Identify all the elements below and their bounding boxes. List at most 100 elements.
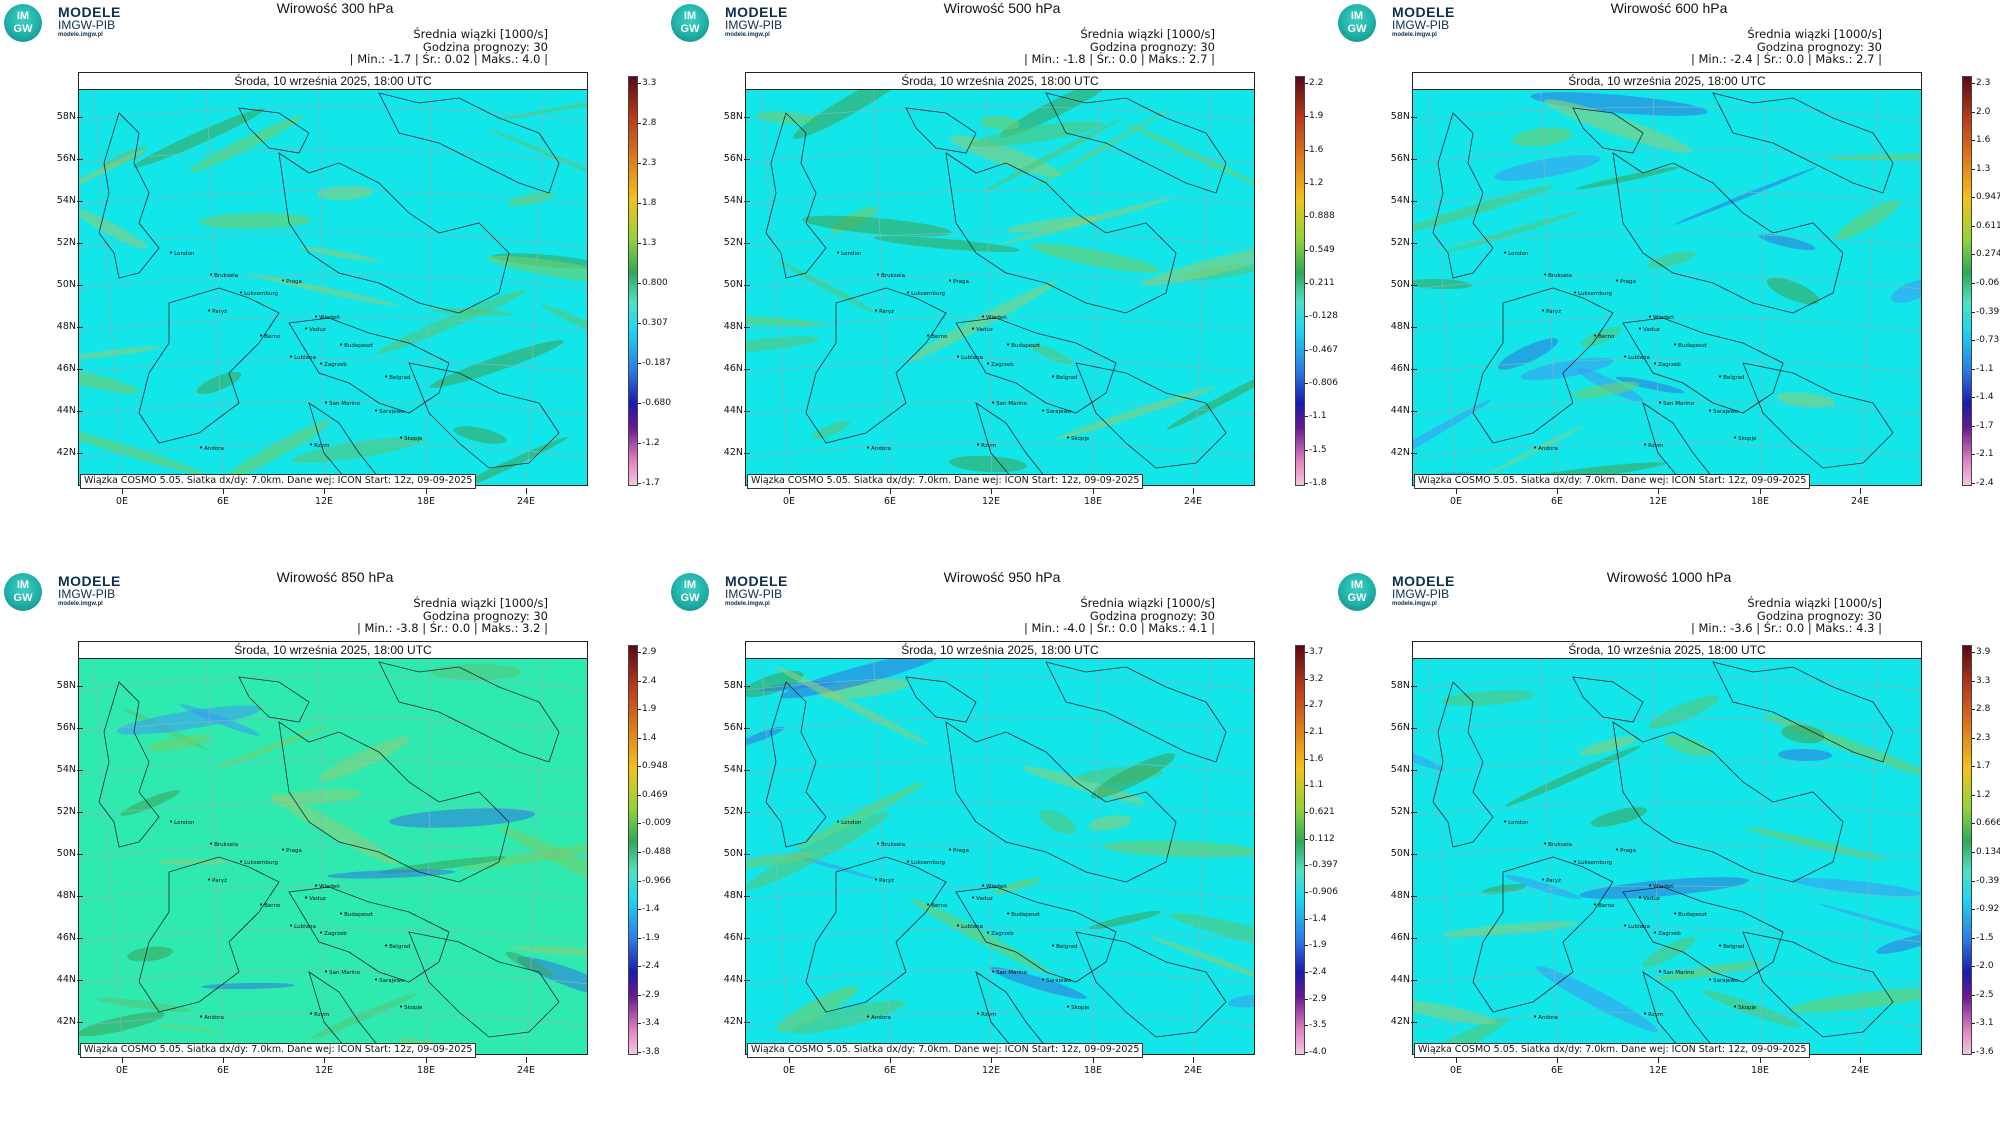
latitude-line	[746, 232, 1254, 248]
valid-date: Środa, 10 września 2025, 18:00 UTC	[78, 72, 588, 90]
vorticity-streak	[1441, 690, 1535, 706]
country-border	[805, 287, 947, 444]
vorticity-streak	[1039, 809, 1077, 835]
model-footer: Wiązka COSMO 5.05. Siatka dx/dy: 7.0km. …	[747, 1043, 1144, 1058]
latitude-line	[1413, 675, 1921, 691]
latitude-line	[746, 106, 1254, 122]
vorticity-streak	[97, 997, 193, 1013]
longitude-label: 0E	[774, 1057, 804, 1076]
city-label: Rzym	[1643, 1010, 1663, 1018]
city-label: San Marino	[1658, 968, 1694, 976]
latitude-line	[746, 801, 1254, 817]
latitude-label: 56N	[1382, 153, 1417, 164]
vorticity-streak	[1758, 233, 1816, 251]
colorbar-tick: -1.8	[1305, 478, 1327, 488]
colorbar-tick: -3.6	[1972, 1047, 1994, 1057]
colorbar-tick: -0.397	[1971, 876, 2000, 886]
colorbar-tick: 2.8	[637, 118, 657, 128]
colorbar	[1962, 645, 1972, 1055]
longitude-line	[872, 73, 892, 485]
latitude-label: 50N	[1382, 848, 1417, 859]
latitude-label: 46N	[715, 932, 750, 943]
latitude-label: 50N	[715, 848, 750, 859]
stats-block: Średnia wiązki [1000/s] Godzina prognozy:…	[357, 597, 548, 635]
longitude-line	[1539, 73, 1559, 485]
country-border	[1712, 661, 1894, 763]
longitude-label: 0E	[107, 488, 137, 507]
stats-line: | Min.: -1.7 | Śr.: 0.02 | Maks.: 4.0 |	[349, 52, 548, 66]
city-label: London	[836, 818, 861, 826]
colorbar-tick: 1.6	[1304, 145, 1324, 155]
model-footer: Wiązka COSMO 5.05. Siatka dx/dy: 7.0km. …	[80, 1043, 477, 1058]
country-border	[1622, 317, 1784, 414]
vorticity-streak	[201, 982, 295, 990]
city-label: Belgrad	[1051, 942, 1077, 950]
logo-badge-bottom: GW	[680, 592, 700, 604]
city-label: Sarajewo	[1708, 407, 1738, 415]
latitude-line	[746, 148, 1254, 164]
latitude-line	[79, 190, 587, 206]
latitude-label: 52N	[48, 806, 83, 817]
latitude-label: 56N	[1382, 722, 1417, 733]
colorbar-tick: 1.2	[1304, 178, 1324, 188]
longitude-line	[1193, 73, 1213, 485]
country-border	[1075, 931, 1227, 1038]
country-border	[1742, 362, 1894, 469]
latitude-label: 52N	[1382, 237, 1417, 248]
colorbar-tick: 1.4	[637, 733, 657, 743]
colorbar-tick: 3.9	[1971, 647, 1991, 657]
forecast-panel: IM GW MODELE IMGW-PIB modele.imgw.pl Wirowość…	[1334, 569, 2000, 1138]
latitude-label: 58N	[48, 680, 83, 691]
vorticity-streak	[507, 192, 555, 206]
latitude-label: 48N	[1382, 321, 1417, 332]
colorbar-tick: -0.966	[637, 876, 672, 886]
latitude-label: 52N	[48, 237, 83, 248]
logo-title: MODELE	[725, 573, 788, 589]
stats-block: Średnia wiązki [1000/s] Godzina prognozy:…	[350, 28, 548, 66]
city-label: Sarajewo	[1708, 976, 1738, 984]
metric-label: Średnia wiązki [1000/s]	[1080, 27, 1215, 41]
logo-url: modele.imgw.pl	[58, 601, 103, 607]
logo-badge-top: IM	[683, 579, 697, 591]
stats-block: Średnia wiązki [1000/s] Godzina prognozy:…	[1024, 597, 1215, 635]
latitude-line	[79, 1011, 587, 1027]
colorbar-tick: -0.488	[637, 847, 672, 857]
vorticity-streak	[1141, 243, 1254, 287]
latitude-line	[79, 442, 587, 458]
vorticity-streak	[802, 215, 952, 237]
vorticity-streak	[1781, 724, 1825, 744]
city-label: Lublana	[289, 353, 316, 361]
colorbar-tick: -3.8	[638, 1047, 660, 1057]
city-label: Wiedeń	[314, 882, 340, 890]
city-label: Berno	[1593, 332, 1614, 340]
city-label: Paryż	[874, 876, 894, 884]
city-label: Vaduz	[971, 325, 993, 333]
latitude-line	[79, 843, 587, 859]
country-border	[1622, 886, 1784, 983]
colorbar-tick: 1.3	[637, 238, 657, 248]
longitude-label: 24E	[511, 488, 541, 507]
forecast-panel: IM GW MODELE IMGW-PIB modele.imgw.pl Wirowość…	[1334, 0, 2000, 569]
metric-label: Średnia wiązki [1000/s]	[413, 596, 548, 610]
city-label: Wiedeń	[314, 313, 340, 321]
vorticity-map: London Bruksela Luksemburg Paryż Praga Berno V…	[78, 641, 588, 1055]
city-label: Zagrzeb	[1653, 929, 1681, 937]
city-label: Berno	[1593, 901, 1614, 909]
imgw-logo: IM GW MODELE IMGW-PIB modele.imgw.pl	[671, 2, 821, 42]
longitude-line	[92, 642, 124, 1054]
vorticity-streak	[1228, 994, 1254, 1008]
city-label: Rzym	[1643, 441, 1663, 449]
city-label: Belgrad	[384, 373, 410, 381]
longitude-line	[1539, 642, 1559, 1054]
city-label: Luksemburg	[1573, 289, 1612, 297]
latitude-line	[1413, 759, 1921, 775]
city-label: Rzym	[976, 441, 996, 449]
longitude-line	[1092, 642, 1100, 1054]
country-border	[378, 92, 560, 194]
logo-badge-top: IM	[1350, 10, 1364, 22]
country-border	[905, 107, 977, 154]
logo-url: modele.imgw.pl	[1392, 601, 1437, 607]
city-label: Vaduz	[1638, 325, 1660, 333]
longitude-line	[1092, 73, 1100, 485]
logo-badge: IM GW	[4, 4, 42, 42]
